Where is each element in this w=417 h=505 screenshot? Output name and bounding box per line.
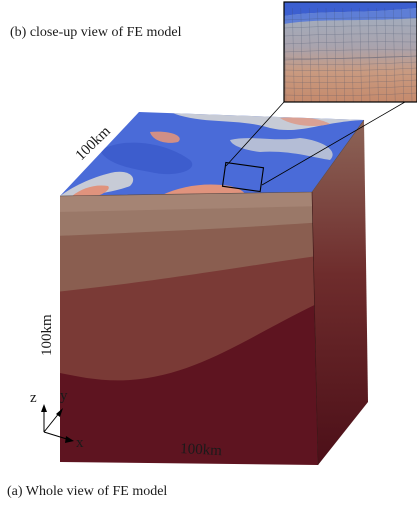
leader-line-right: [261, 94, 417, 186]
zoom-region-box: [221, 161, 265, 193]
whole-view-caption: (a) Whole view of FE model: [7, 484, 168, 499]
right-face: [312, 120, 368, 465]
axis-x-label: x: [76, 435, 84, 451]
leader-line-left: [225, 101, 285, 167]
closeup-inset: [284, 2, 417, 102]
dimension-bottom-label: 100km: [180, 441, 223, 459]
front-face: [60, 192, 318, 465]
axes-triad: [41, 404, 74, 443]
axis-z-label: z: [30, 390, 37, 406]
top-orange-patch: [160, 184, 246, 196]
axis-y-label: y: [60, 388, 68, 404]
dimension-side-label: 100km: [39, 314, 55, 356]
closeup-caption: (b) close-up view of FE model: [10, 25, 182, 40]
